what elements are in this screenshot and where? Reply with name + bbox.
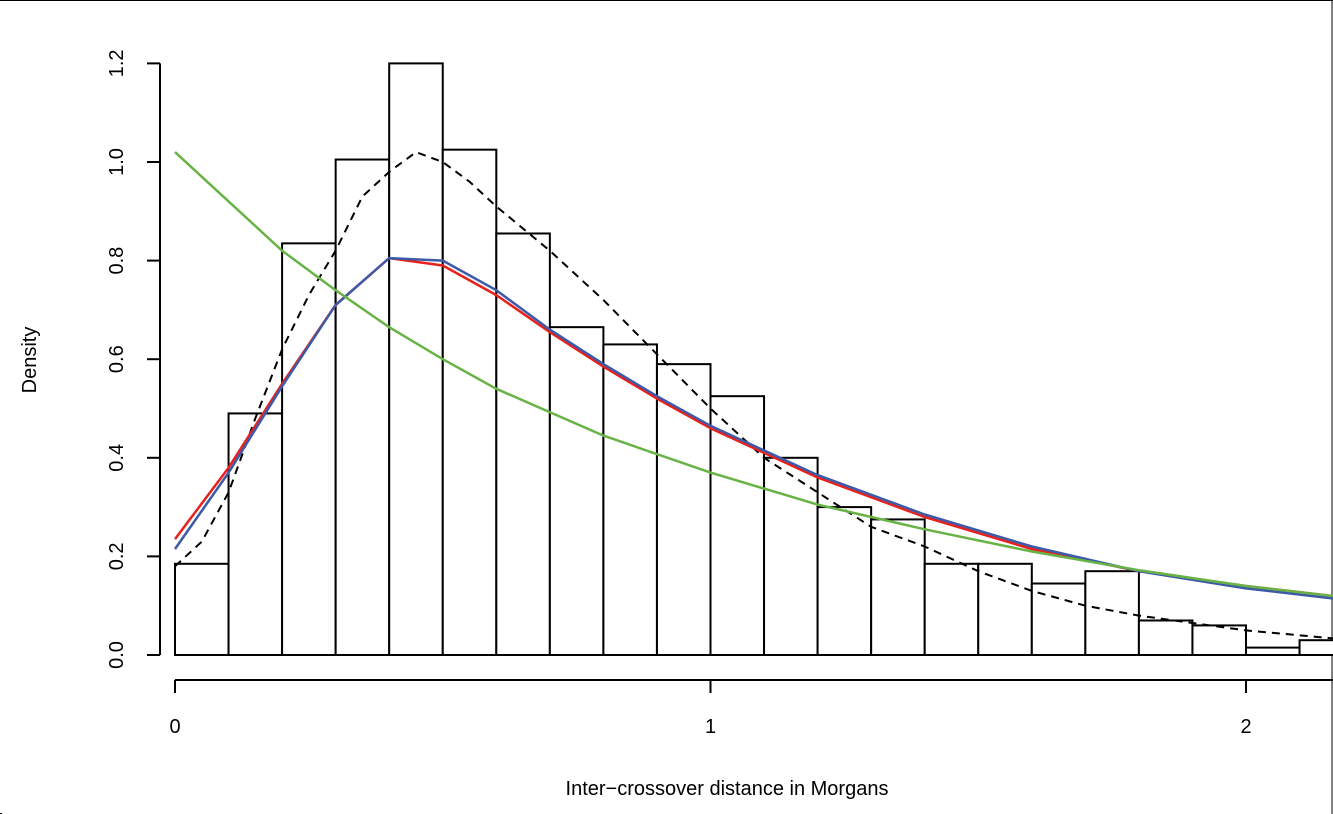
y-axis: 0.0 0.2 0.4 0.6 0.8 1.0 1.2 (106, 49, 161, 669)
y-tick-label: 1.2 (106, 49, 128, 77)
histogram-bar (923, 562, 980, 656)
y-tick-label: 0.4 (106, 444, 128, 472)
x-tick-label: 0 (169, 716, 180, 738)
histogram-bar (870, 518, 926, 656)
histogram-bar (174, 562, 230, 656)
histogram-bar (763, 456, 819, 656)
y-tick-label: 1.0 (106, 148, 128, 176)
histogram-bar (1298, 639, 1333, 657)
histogram-bar (495, 232, 551, 657)
histogram-bar (602, 343, 658, 656)
histogram-bar (281, 242, 337, 656)
y-axis-label: Density (19, 327, 41, 394)
density-curve-1 (174, 151, 1333, 640)
density-curves (173, 151, 1333, 640)
histogram-bar (1084, 570, 1140, 656)
y-tick-label: 0.8 (106, 247, 128, 275)
x-axis: 01234 (169, 679, 1333, 738)
histogram-bar (977, 562, 1033, 656)
histogram-bar (1245, 646, 1301, 656)
histogram-bar (388, 62, 444, 656)
x-axis-label: Inter−crossover distance in Morgans (566, 778, 889, 800)
histogram-bar (1137, 619, 1194, 656)
histogram-bar (1191, 624, 1247, 656)
histogram-bars (174, 62, 1333, 657)
histogram-bar (1030, 582, 1087, 657)
density-curve-4 (174, 151, 1333, 598)
histogram-bar (334, 158, 391, 656)
histogram-bar (441, 148, 498, 657)
density-curve-3 (173, 256, 1333, 600)
y-tick-label: 0.2 (106, 542, 128, 570)
histogram-bar (548, 326, 605, 656)
y-tick-label: 0.0 (106, 641, 128, 669)
y-tick-label: 0.6 (106, 345, 128, 373)
x-tick-label: 1 (705, 716, 716, 738)
histogram-bar (709, 395, 766, 656)
histogram-bar (816, 506, 873, 656)
histogram-bar (655, 363, 712, 656)
histogram-bar (227, 412, 284, 656)
x-tick-label: 2 (1240, 716, 1251, 738)
